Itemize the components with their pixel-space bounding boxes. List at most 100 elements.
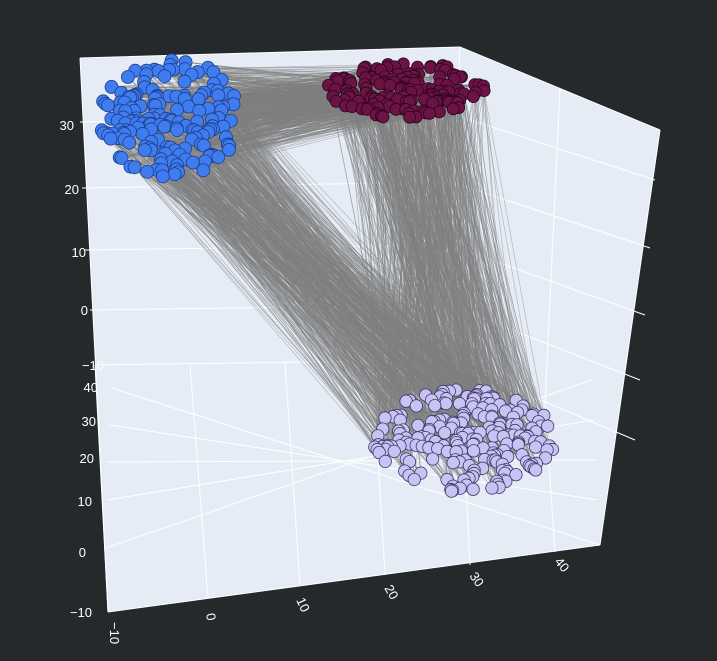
data-point bbox=[446, 102, 460, 116]
y-tick-label: 0 bbox=[79, 545, 86, 560]
connecting-line bbox=[417, 67, 528, 437]
data-point bbox=[122, 135, 137, 150]
connecting-line bbox=[453, 74, 514, 436]
connecting-line bbox=[335, 89, 454, 423]
connecting-line bbox=[233, 95, 407, 460]
connecting-line bbox=[446, 85, 537, 432]
z-tick-label: 30 bbox=[60, 118, 74, 133]
data-point bbox=[485, 481, 499, 495]
connecting-line bbox=[405, 109, 521, 436]
connecting-line bbox=[478, 84, 539, 422]
data-point bbox=[439, 396, 453, 411]
z-tick-label: 0 bbox=[81, 303, 88, 318]
connecting-line bbox=[430, 67, 528, 436]
x-tick-label: 30 bbox=[467, 569, 488, 589]
connecting-line bbox=[438, 91, 545, 416]
connecting-line bbox=[106, 132, 518, 426]
data-point bbox=[383, 78, 397, 92]
connecting-line bbox=[349, 94, 392, 447]
connecting-line bbox=[370, 98, 494, 399]
connecting-line bbox=[483, 85, 511, 435]
connecting-line bbox=[377, 113, 542, 427]
data-point bbox=[426, 452, 440, 466]
connecting-line bbox=[392, 66, 431, 417]
connecting-line bbox=[349, 80, 477, 440]
data-point bbox=[211, 88, 226, 103]
y-tick-label: 40 bbox=[84, 380, 98, 395]
data-point bbox=[137, 143, 152, 158]
data-point bbox=[186, 155, 200, 170]
connecting-line bbox=[397, 74, 464, 416]
data-point bbox=[438, 426, 452, 440]
connecting-line bbox=[407, 77, 479, 414]
x-tick-label: 40 bbox=[552, 554, 573, 575]
connecting-line bbox=[103, 133, 379, 445]
y-tick-label: 10 bbox=[78, 494, 92, 509]
connecting-line bbox=[160, 163, 386, 450]
z-tick-label: 10 bbox=[72, 245, 86, 260]
data-point bbox=[378, 411, 392, 425]
connecting-line bbox=[365, 66, 506, 412]
data-point bbox=[409, 399, 423, 413]
connecting-line bbox=[473, 96, 528, 437]
connecting-line bbox=[387, 95, 517, 401]
y-tick-label: −10 bbox=[70, 605, 92, 620]
series-cluster bbox=[368, 383, 560, 498]
data-point bbox=[170, 123, 184, 137]
grid-lines bbox=[79, 46, 661, 613]
connecting-line bbox=[444, 70, 509, 457]
y-tick-label: 20 bbox=[80, 451, 94, 466]
connecting-line bbox=[382, 95, 432, 430]
connecting-line bbox=[461, 76, 516, 431]
data-point bbox=[140, 164, 155, 179]
connecting-line bbox=[203, 113, 430, 171]
connecting-line bbox=[397, 99, 436, 406]
connecting-line bbox=[442, 65, 522, 411]
data-point bbox=[423, 106, 436, 120]
x-tick-label: 10 bbox=[293, 595, 313, 614]
data-point bbox=[196, 163, 211, 178]
series-cluster bbox=[322, 57, 491, 124]
data-point bbox=[529, 463, 543, 477]
connecting-line bbox=[434, 97, 475, 433]
data-point bbox=[222, 142, 236, 157]
connecting-line bbox=[400, 100, 447, 416]
connecting-line bbox=[335, 89, 430, 448]
connecting-line bbox=[346, 90, 410, 462]
connecting-line bbox=[364, 84, 407, 460]
connecting-line bbox=[368, 108, 447, 399]
connecting-line bbox=[128, 142, 386, 450]
cluster-markers bbox=[94, 53, 560, 498]
connecting-line bbox=[458, 107, 474, 490]
data-point bbox=[428, 399, 442, 413]
connecting-line bbox=[379, 83, 465, 414]
data-point bbox=[446, 456, 460, 470]
connecting-line bbox=[483, 90, 550, 447]
connecting-line bbox=[460, 93, 504, 437]
connecting-line bbox=[428, 66, 431, 448]
data-point bbox=[529, 440, 543, 454]
data-point bbox=[466, 90, 480, 104]
data-point bbox=[114, 151, 129, 165]
connecting-line bbox=[414, 75, 474, 451]
connecting-line bbox=[431, 95, 514, 418]
data-point bbox=[167, 167, 182, 182]
connecting-line bbox=[409, 100, 453, 445]
data-point bbox=[407, 472, 421, 487]
connecting-line bbox=[197, 64, 388, 122]
connecting-line bbox=[432, 102, 516, 431]
connecting-line bbox=[197, 132, 388, 447]
data-point bbox=[411, 418, 425, 433]
x-tick-label: −10 bbox=[107, 622, 122, 644]
connecting-line bbox=[474, 84, 519, 445]
data-point bbox=[101, 98, 115, 113]
y-tick-label: 30 bbox=[82, 414, 96, 429]
x-tick-label: 20 bbox=[381, 582, 401, 602]
data-point bbox=[444, 484, 459, 498]
data-point bbox=[157, 119, 172, 134]
connecting-line bbox=[444, 70, 536, 448]
connecting-line bbox=[178, 122, 407, 402]
data-point bbox=[127, 160, 142, 175]
data-point bbox=[155, 169, 170, 184]
